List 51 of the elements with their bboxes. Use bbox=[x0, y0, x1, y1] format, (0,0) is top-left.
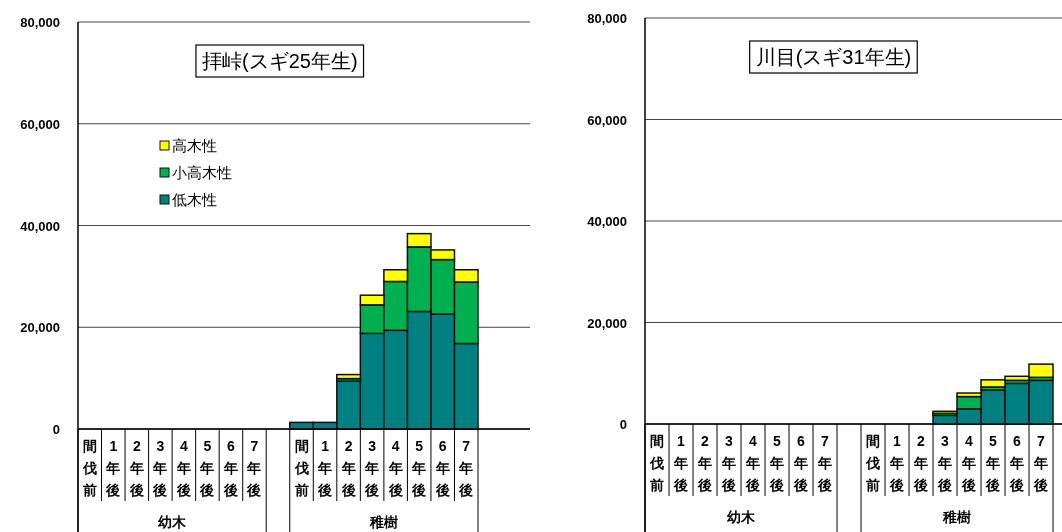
x-tick-label: 間伐前 bbox=[293, 438, 309, 498]
y-tick-label: 80,000 bbox=[20, 15, 60, 30]
x-tick-label: 2年後 bbox=[913, 433, 928, 493]
y-tick-label: 20,000 bbox=[587, 315, 627, 331]
text: 幼木 bbox=[726, 509, 756, 525]
x-tick-label: 間伐前 bbox=[865, 433, 880, 493]
x-tick-label: 5年後 bbox=[411, 438, 427, 498]
x-tick-label: 6年後 bbox=[793, 433, 808, 493]
text: 稚樹 bbox=[942, 509, 971, 525]
y-tick-label: 20,000 bbox=[20, 320, 60, 336]
x-tick-label: 3年後 bbox=[152, 438, 168, 498]
x-tick-label: 7年後 bbox=[458, 438, 474, 498]
x-tick-label: 7年後 bbox=[1033, 433, 1048, 493]
legend-label: 高木性 bbox=[172, 137, 217, 154]
x-tick-label: 2年後 bbox=[128, 438, 144, 498]
x-tick-label: 4年後 bbox=[745, 433, 760, 493]
x-tick-label: 2年後 bbox=[697, 433, 712, 493]
text: 川目(スギ31年生) bbox=[755, 46, 912, 68]
x-tick-label: 1年後 bbox=[673, 433, 688, 493]
x-tick-label: 7年後 bbox=[246, 438, 262, 498]
x-tick-label: 3年後 bbox=[364, 438, 380, 498]
x-tick-label: 5年後 bbox=[769, 433, 784, 493]
text: 幼木 bbox=[157, 514, 188, 530]
x-tick-label: 1年後 bbox=[889, 433, 904, 493]
y-tick-label: 60,000 bbox=[587, 112, 627, 128]
x-tick-label: 4年後 bbox=[175, 438, 191, 498]
x-tick-label: 6年後 bbox=[434, 438, 450, 498]
x-tick-label: 5年後 bbox=[199, 438, 215, 498]
x-tick-label: 1年後 bbox=[317, 438, 333, 498]
y-tick-label: 40,000 bbox=[587, 214, 627, 229]
x-tick-label: 間伐前 bbox=[649, 433, 664, 493]
x-tick-label: 2年後 bbox=[340, 438, 356, 498]
x-tick-label: 6年後 bbox=[222, 438, 238, 498]
x-tick-label: 6年後 bbox=[1009, 433, 1024, 493]
x-tick-label: 1年後 bbox=[105, 438, 121, 498]
legend-label: 低木性 bbox=[172, 191, 217, 208]
y-tick-label: 60,000 bbox=[20, 116, 60, 132]
x-tick-label: 3年後 bbox=[721, 433, 736, 493]
x-tick-label: 間伐前 bbox=[81, 438, 97, 498]
y-tick-label: 80,000 bbox=[587, 11, 627, 26]
text: 拝峠(スギ25年生) bbox=[201, 50, 358, 72]
y-tick-label: 40,000 bbox=[20, 218, 60, 234]
text: 稚樹 bbox=[368, 514, 398, 530]
x-tick-label: 5年後 bbox=[985, 433, 1000, 493]
x-tick-label: 4年後 bbox=[961, 433, 976, 493]
y-tick-label: 0 bbox=[619, 417, 627, 432]
x-tick-label: 7年後 bbox=[817, 433, 832, 493]
x-tick-label: 4年後 bbox=[387, 438, 403, 498]
x-tick-label: 3年後 bbox=[937, 433, 952, 493]
y-tick-label: 0 bbox=[52, 422, 60, 437]
legend-label: 小高木性 bbox=[172, 164, 232, 181]
